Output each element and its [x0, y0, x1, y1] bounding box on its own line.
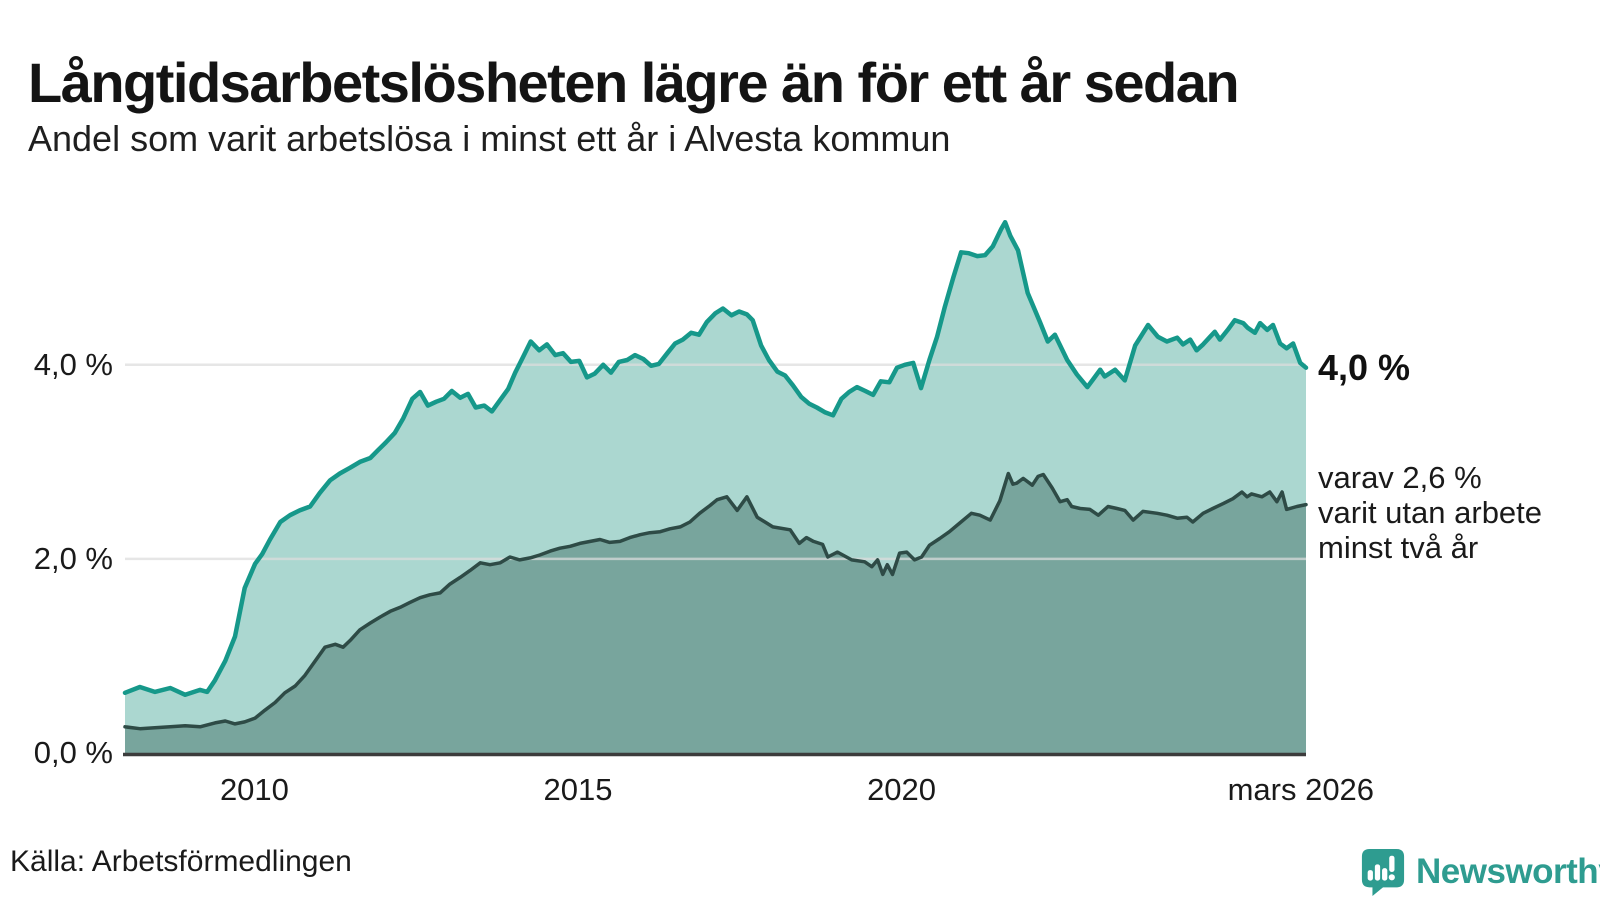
latest-partial-annotation: varav 2,6 % varit utan arbete minst två … — [1318, 460, 1542, 565]
newsworthy-logo-icon — [1361, 849, 1405, 896]
newsworthy-branding: Newsworthy — [1360, 848, 1600, 896]
latest-partial-line-2: varit utan arbete — [1318, 495, 1543, 530]
page-title: Långtidsarbetslösheten lägre än för ett … — [28, 50, 1240, 114]
total-series-line — [122, 219, 1309, 698]
x-tick-label: 2020 — [867, 772, 937, 807]
partial-area-fill — [125, 473, 1306, 753]
partial-series-line — [123, 471, 1308, 731]
source-note: Källa: Arbetsförmedlingen — [10, 845, 352, 878]
latest-partial-line-1: varav 2,6 % — [1318, 460, 1482, 495]
page-subtitle: Andel som varit arbetslösa i minst ett å… — [28, 118, 951, 159]
y-tick-label: 2,0 % — [33, 540, 113, 576]
x-tick-label: mars 2026 — [1227, 772, 1375, 807]
y-tick-label: 4,0 % — [33, 346, 113, 382]
latest-total-annotation: 4,0 % — [1318, 347, 1411, 388]
x-tick-label: 2010 — [219, 772, 289, 807]
latest-partial-line-3: minst två år — [1318, 530, 1479, 565]
y-tick-label: 0,0 % — [33, 735, 113, 770]
newsworthy-logo-text: Newsworthy — [1416, 852, 1600, 891]
x-tick-label: 2015 — [543, 772, 613, 807]
